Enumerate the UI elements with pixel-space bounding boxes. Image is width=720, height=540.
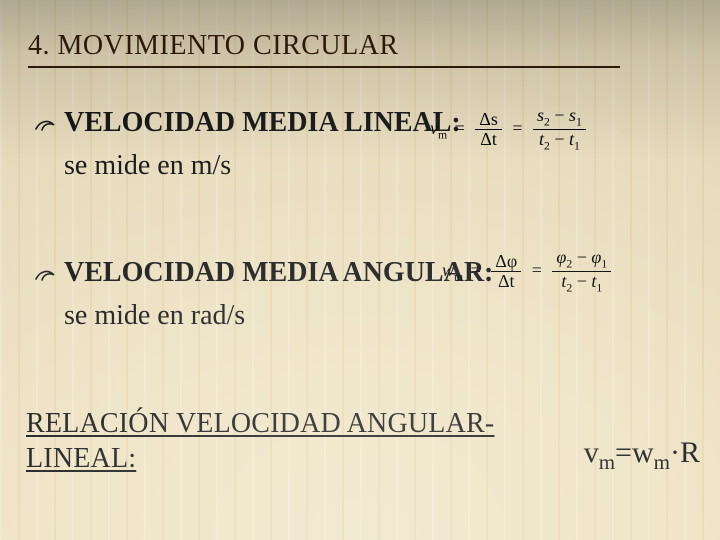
slide-body: VELOCIDAD MEDIA LINEAL: se mide en m/s V… xyxy=(34,105,690,333)
slide-title: 4. MOVIMIENTO CIRCULAR xyxy=(28,30,620,68)
bullet-linear-sub: se mide en m/s xyxy=(64,148,690,183)
formula-linear-mid: Δs Δt xyxy=(475,110,502,149)
relation-formula: vm=wm·R xyxy=(584,436,700,475)
formula-angular-lhs: wm xyxy=(442,260,463,280)
formula-angular-mid: Δφ Δt xyxy=(491,252,521,291)
formula-linear-rhs: s2 − s1 t2 − t1 xyxy=(533,106,586,153)
formula-linear: vm = Δs Δt = s2 − s1 t2 − t1 xyxy=(430,106,589,153)
relation-block: RELACIÓN VELOCIDAD ANGULAR- LINEAL: vm=w… xyxy=(26,406,700,476)
bullet-linear-label: VELOCIDAD MEDIA LINEAL: xyxy=(64,105,690,140)
slide: 4. MOVIMIENTO CIRCULAR VELOCIDAD MEDIA L… xyxy=(0,0,720,540)
bullet-flourish-icon xyxy=(34,111,60,146)
formula-angular-rhs: φ2 − φ1 t2 − t1 xyxy=(552,248,611,295)
bullet-angular-sub: se mide en rad/s xyxy=(64,298,690,333)
formula-angular: wm = Δφ Δt = φ2 − φ1 t2 − t1 xyxy=(442,248,614,295)
formula-linear-lhs: vm xyxy=(430,118,447,138)
bullet-flourish-icon xyxy=(34,261,60,296)
bullet-linear: VELOCIDAD MEDIA LINEAL: xyxy=(34,105,690,146)
